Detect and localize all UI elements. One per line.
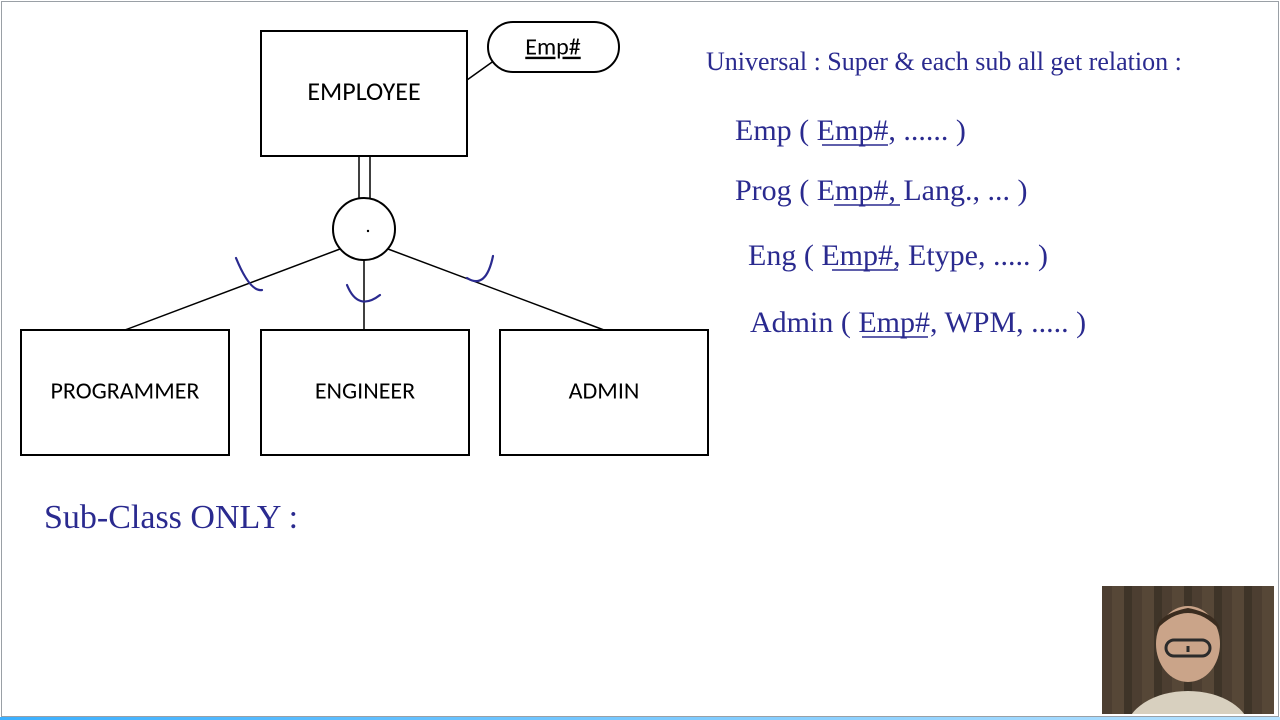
webcam-thumbnail [1102,586,1274,714]
webcam-person [1118,586,1258,714]
er-diagram: EMPLOYEE Emp# PROGRAMMER ENGINEER ADMIN … [0,0,1280,720]
hand-rel-emp-key: Emp# [817,114,889,147]
entity-admin-label: ADMIN [569,377,640,406]
hand-rel-eng-rest: , Etype, ..... ) [893,239,1048,272]
hand-rel-emp-rest: , ...... ) [888,114,966,147]
hand-rel-admin-key: Emp# [858,306,930,339]
hand-rel-prog: Prog ( Emp#, Lang., ... ) [735,174,1028,207]
edge-employee-key [467,60,495,80]
hand-rel-admin: Admin ( Emp#, WPM, ..... ) [750,306,1086,339]
hand-rel-prog-rest: , Lang., ... ) [888,174,1027,207]
hand-subclass-heading: Sub-Class ONLY : [44,499,298,536]
hand-rel-emp-name: Emp [735,114,792,147]
hand-rel-prog-key: Emp# [817,174,889,207]
hand-title: Universal : Super & each sub all get rel… [706,47,1182,76]
arc-left [236,258,262,290]
attribute-emp-key-label: Emp# [525,33,581,62]
entity-programmer-label: PROGRAMMER [51,377,200,406]
arc-right [467,256,493,281]
hand-rel-prog-name: Prog [735,174,792,207]
hand-rel-eng-key: Emp# [821,239,893,272]
hand-rel-emp: Emp ( Emp#, ...... ) [735,114,966,147]
edge-isa-programmer [125,249,340,330]
isa-dot [367,230,369,232]
isa-circle [333,198,395,260]
edge-isa-admin [388,249,604,330]
entity-employee-label: EMPLOYEE [307,75,420,107]
entity-engineer-label: ENGINEER [315,377,415,406]
hand-rel-admin-rest: , WPM, ..... ) [930,306,1086,339]
hand-rel-admin-name: Admin [750,306,833,339]
hand-rel-eng: Eng ( Emp#, Etype, ..... ) [748,239,1048,272]
hand-rel-eng-name: Eng [748,239,796,272]
